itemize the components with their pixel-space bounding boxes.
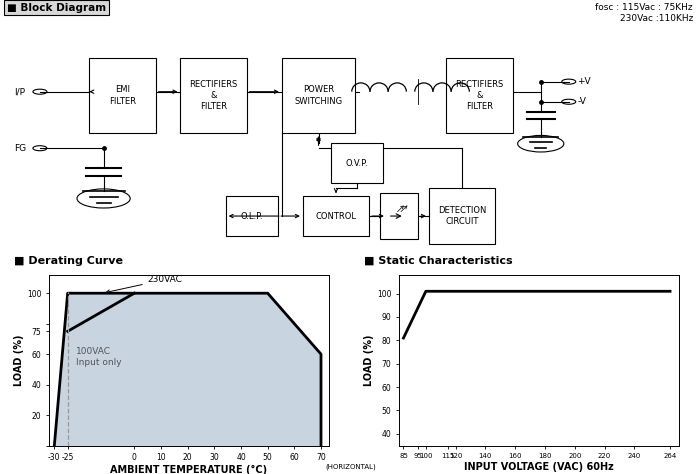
Text: RECTIFIERS
&
FILTER: RECTIFIERS & FILTER (456, 80, 503, 111)
Text: -V: -V (578, 97, 586, 106)
Text: RECTIFIERS
&
FILTER: RECTIFIERS & FILTER (190, 80, 237, 111)
Text: O.L.P.: O.L.P. (241, 211, 263, 220)
Text: DETECTION
CIRCUIT: DETECTION CIRCUIT (438, 206, 486, 226)
Bar (90, 58, 155, 133)
Bar (281, 58, 355, 133)
Text: (HORIZONTAL): (HORIZONTAL) (325, 464, 376, 470)
X-axis label: INPUT VOLTAGE (VAC) 60Hz: INPUT VOLTAGE (VAC) 60Hz (464, 462, 614, 472)
Bar (447, 58, 512, 133)
Text: +V: +V (578, 77, 591, 86)
Bar (302, 196, 370, 236)
Text: FG: FG (14, 144, 26, 153)
Polygon shape (55, 293, 321, 446)
X-axis label: AMBIENT TEMPERATURE (°C): AMBIENT TEMPERATURE (°C) (111, 465, 267, 474)
Y-axis label: LOAD (%): LOAD (%) (14, 335, 24, 386)
Bar (181, 58, 246, 133)
Text: ■ Static Characteristics: ■ Static Characteristics (364, 256, 512, 266)
Bar (379, 193, 419, 239)
Text: ■ Derating Curve: ■ Derating Curve (14, 256, 123, 266)
Text: ■ Block Diagram: ■ Block Diagram (7, 2, 106, 12)
Text: O.V.P.: O.V.P. (346, 159, 368, 168)
Text: POWER
SWITCHING: POWER SWITCHING (295, 85, 342, 106)
Bar (225, 196, 279, 236)
Bar (330, 143, 384, 183)
Y-axis label: LOAD (%): LOAD (%) (364, 335, 374, 386)
Text: CONTROL: CONTROL (316, 211, 356, 220)
Text: I/P: I/P (14, 87, 25, 96)
Text: fosc : 115Vac : 75KHz
230Vac :110KHz: fosc : 115Vac : 75KHz 230Vac :110KHz (596, 2, 693, 23)
Bar (428, 189, 496, 244)
Text: 100VAC
Input only: 100VAC Input only (76, 346, 121, 366)
Text: EMI
FILTER: EMI FILTER (109, 85, 136, 106)
Text: 230VAC: 230VAC (106, 275, 183, 293)
